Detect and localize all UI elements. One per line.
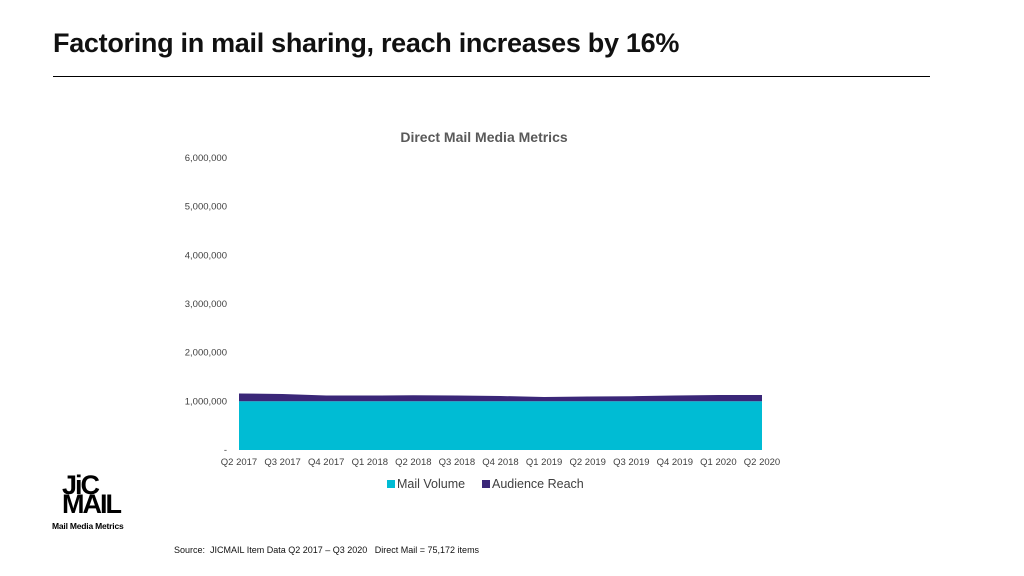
- x-tick-label: Q3 2019: [613, 457, 649, 468]
- y-tick-label: 5,000,000: [185, 202, 227, 213]
- x-tick-label: Q4 2017: [308, 457, 344, 468]
- x-tick-label: Q3 2017: [264, 457, 300, 468]
- x-tick-label: Q2 2020: [744, 457, 780, 468]
- y-tick-label: -: [224, 445, 227, 456]
- y-tick-label: 3,000,000: [185, 299, 227, 310]
- logo-tagline: Mail Media Metrics: [52, 521, 124, 531]
- legend-swatch: [387, 480, 395, 488]
- jicmail-logo: JiC MAIL Mail Media Metrics: [52, 470, 142, 532]
- y-tick-label: 4,000,000: [185, 250, 227, 261]
- x-tick-label: Q1 2020: [700, 457, 736, 468]
- y-tick-label: 2,000,000: [185, 348, 227, 359]
- x-tick-label: Q2 2018: [395, 457, 431, 468]
- legend-swatch: [482, 480, 490, 488]
- legend-label: Mail Volume: [397, 477, 465, 491]
- x-tick-label: Q2 2019: [569, 457, 605, 468]
- area-series-audience-reach: [239, 393, 762, 402]
- x-axis-ticks: Q2 2017 Q3 2017 Q4 2017 Q1 2018 Q2 2018 Q3 20…: [221, 457, 780, 468]
- source-note: Source: JICMAIL Item Data Q2 2017 – Q3 2…: [174, 545, 480, 555]
- x-tick-label: Q1 2019: [526, 457, 562, 468]
- x-tick-label: Q3 2018: [439, 457, 475, 468]
- slide-title: Factoring in mail sharing, reach increas…: [53, 28, 680, 58]
- y-tick-label: 6,000,000: [185, 153, 227, 164]
- area-series-mail-volume: [239, 401, 762, 450]
- legend-label: Audience Reach: [492, 477, 584, 491]
- logo-line-1: JiC: [62, 470, 100, 500]
- title-divider: [53, 76, 930, 77]
- logo-line-2: MAIL: [62, 489, 122, 519]
- chart-title: Direct Mail Media Metrics: [400, 129, 567, 145]
- x-tick-label: Q4 2019: [657, 457, 693, 468]
- x-tick-label: Q1 2018: [352, 457, 388, 468]
- x-tick-label: Q2 2017: [221, 457, 257, 468]
- x-tick-label: Q4 2018: [482, 457, 518, 468]
- y-tick-label: 1,000,000: [185, 396, 227, 407]
- chart-areas: [239, 393, 762, 450]
- y-axis-ticks: - 1,000,000 2,000,000 3,000,000 4,000,000 5,0…: [185, 153, 227, 456]
- chart-legend: Mail Volume Audience Reach: [387, 477, 584, 491]
